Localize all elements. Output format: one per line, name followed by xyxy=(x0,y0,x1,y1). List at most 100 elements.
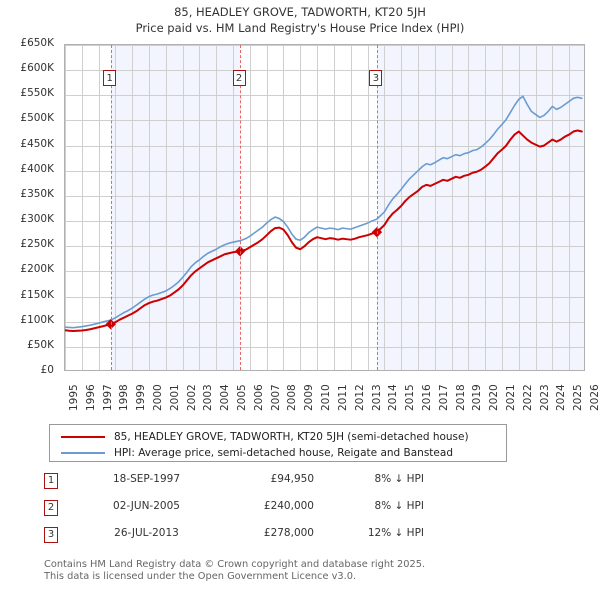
x-tick-label-2005: 2005 xyxy=(236,384,249,411)
x-tick-label-1996: 1996 xyxy=(84,384,97,411)
event-line-2 xyxy=(240,45,242,370)
y-tick-label-13: £650K xyxy=(20,37,54,49)
legend-item-price-paid: 85, HEADLEY GROVE, TADWORTH, KT20 5JH (s… xyxy=(50,429,506,445)
gridline-x-2014 xyxy=(384,45,385,370)
gridline-x-2022 xyxy=(519,45,520,370)
transaction-hpi-delta: 8% ↓ HPI xyxy=(374,473,424,485)
footer-attribution: Contains HM Land Registry data © Crown c… xyxy=(44,559,584,583)
legend-label-price-paid: 85, HEADLEY GROVE, TADWORTH, KT20 5JH (s… xyxy=(114,431,469,443)
gridline-x-2003 xyxy=(199,45,200,370)
y-tick-label-10: £500K xyxy=(20,112,54,125)
gridline-x-2020 xyxy=(485,45,486,370)
footer-line-1: Contains HM Land Registry data © Crown c… xyxy=(44,559,426,570)
y-tick-label-4: £200K xyxy=(20,263,54,276)
gridline-x-1996 xyxy=(82,45,83,370)
gridline-x-2018 xyxy=(452,45,453,370)
gridline-x-1999 xyxy=(132,45,133,370)
transaction-price: £240,000 xyxy=(263,500,314,512)
x-tick-label-1997: 1997 xyxy=(101,384,114,411)
gridline-x-2019 xyxy=(468,45,469,370)
x-tick-label-2011: 2011 xyxy=(336,384,349,411)
x-tick-label-2021: 2021 xyxy=(504,384,517,411)
chart-title: 85, HEADLEY GROVE, TADWORTH, KT20 5JH xyxy=(174,5,426,19)
gridline-y-2 xyxy=(65,322,584,323)
gridline-x-1998 xyxy=(115,45,116,370)
x-tick-label-1998: 1998 xyxy=(118,384,131,411)
table-row: 3 26-JUL-2013 £278,000 12% ↓ HPI xyxy=(44,526,514,553)
gridline-x-2001 xyxy=(166,45,167,370)
x-tick-label-2000: 2000 xyxy=(152,384,165,411)
gridline-x-2005 xyxy=(233,45,234,370)
x-tick-label-2025: 2025 xyxy=(572,384,585,411)
gridline-y-8 xyxy=(65,171,584,172)
gridline-x-2025 xyxy=(569,45,570,370)
y-tick-label-11: £550K xyxy=(20,87,54,100)
x-tick-label-2022: 2022 xyxy=(521,384,534,411)
y-tick-label-7: £350K xyxy=(20,187,54,200)
gridline-x-2006 xyxy=(250,45,251,370)
y-tick-label-9: £450K xyxy=(20,137,54,150)
gridline-y-13 xyxy=(65,45,584,46)
gridline-x-2009 xyxy=(300,45,301,370)
transaction-index-badge: 1 xyxy=(44,473,58,489)
event-marker-box-1: 1 xyxy=(103,70,117,86)
x-tick-label-2024: 2024 xyxy=(555,384,568,411)
x-tick-label-2017: 2017 xyxy=(437,384,450,411)
x-tick-label-2008: 2008 xyxy=(286,384,299,411)
transaction-date: 02-JUN-2005 xyxy=(113,500,180,512)
gridline-x-1997 xyxy=(99,45,100,370)
chart-legend: 85, HEADLEY GROVE, TADWORTH, KT20 5JH (s… xyxy=(49,424,507,462)
gridline-x-2000 xyxy=(149,45,150,370)
x-tick-label-2010: 2010 xyxy=(320,384,333,411)
x-tick-label-2012: 2012 xyxy=(353,384,366,411)
event-marker-box-3: 3 xyxy=(369,70,383,86)
transaction-index-badge: 3 xyxy=(44,527,58,543)
hpi-line xyxy=(65,95,583,329)
transaction-price: £94,950 xyxy=(270,473,314,485)
gridline-x-2015 xyxy=(401,45,402,370)
x-tick-label-2007: 2007 xyxy=(269,384,282,411)
y-tick-label-2: £100K xyxy=(20,313,54,326)
transaction-hpi-delta: 8% ↓ HPI xyxy=(374,500,424,512)
gridline-x-2011 xyxy=(334,45,335,370)
gridline-y-10 xyxy=(65,120,584,121)
price-paid-line xyxy=(65,129,583,332)
x-tick-label-1999: 1999 xyxy=(135,384,148,411)
chart-plot-area xyxy=(64,44,585,371)
y-tick-label-3: £150K xyxy=(20,288,54,301)
y-tick-label-0: £0 xyxy=(40,364,54,376)
highlight-band-2 xyxy=(376,45,584,370)
gridline-x-2013 xyxy=(368,45,369,370)
gridline-y-7 xyxy=(65,196,584,197)
x-tick-label-2016: 2016 xyxy=(420,384,433,411)
x-tick-label-2014: 2014 xyxy=(387,384,400,411)
table-row: 2 02-JUN-2005 £240,000 8% ↓ HPI xyxy=(44,499,514,526)
gridline-x-2012 xyxy=(351,45,352,370)
gridline-x-2007 xyxy=(267,45,268,370)
legend-item-hpi: HPI: Average price, semi-detached house,… xyxy=(50,445,506,461)
gridline-x-2021 xyxy=(502,45,503,370)
x-tick-label-2020: 2020 xyxy=(488,384,501,411)
y-tick-label-5: £250K xyxy=(20,238,54,251)
event-line-3 xyxy=(376,45,378,370)
gridline-x-2002 xyxy=(183,45,184,370)
gridline-y-4 xyxy=(65,271,584,272)
chart-subtitle: Price paid vs. HM Land Registry's House … xyxy=(135,21,465,35)
table-row: 1 18-SEP-1997 £94,950 8% ↓ HPI xyxy=(44,472,514,499)
x-tick-label-2002: 2002 xyxy=(185,384,198,411)
transaction-index-badge: 2 xyxy=(44,500,58,516)
x-tick-label-2003: 2003 xyxy=(202,384,215,411)
transactions-table: 1 18-SEP-1997 £94,950 8% ↓ HPI 2 02-JUN-… xyxy=(44,472,514,553)
gridline-x-2023 xyxy=(536,45,537,370)
gridline-y-11 xyxy=(65,95,584,96)
x-tick-label-2013: 2013 xyxy=(370,384,383,411)
transaction-date: 18-SEP-1997 xyxy=(112,473,181,485)
y-tick-label-12: £600K xyxy=(20,62,54,75)
gridline-x-1995 xyxy=(65,45,66,370)
x-tick-label-2006: 2006 xyxy=(252,384,265,411)
y-tick-label-8: £400K xyxy=(20,162,54,175)
footer-line-2: This data is licensed under the Open Gov… xyxy=(44,571,357,582)
transaction-hpi-delta: 12% ↓ HPI xyxy=(367,527,424,539)
gridline-x-2008 xyxy=(283,45,284,370)
gridline-x-2004 xyxy=(216,45,217,370)
